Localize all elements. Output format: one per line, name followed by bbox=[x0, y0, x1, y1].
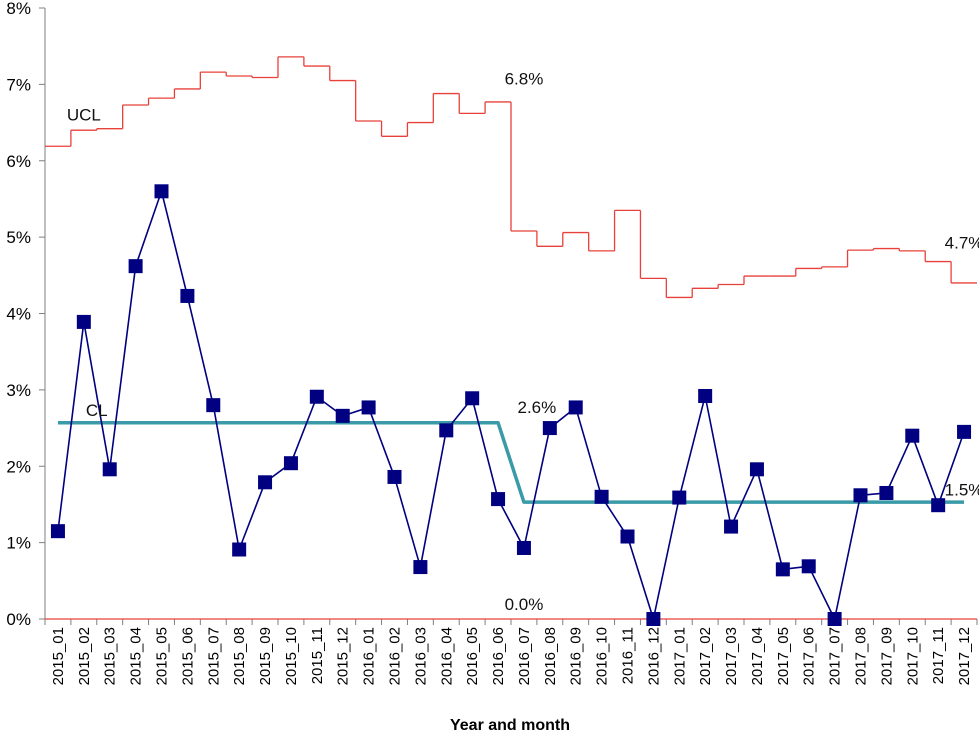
rate-line bbox=[57, 190, 965, 620]
cl-series bbox=[57, 420, 965, 504]
x-tick-label: 2017_06 bbox=[801, 627, 818, 685]
x-axis: 2015_01 2015_02 2015_03 2015_04 2015_05 2015_… bbox=[44, 618, 978, 685]
rate-point bbox=[905, 428, 920, 443]
rate-point bbox=[516, 540, 531, 555]
x-tick-label: 2015_06 bbox=[179, 627, 196, 685]
rate-point bbox=[102, 462, 117, 477]
x-tick-label: 2016_12 bbox=[645, 627, 662, 685]
x-tick-label: 2016_02 bbox=[387, 627, 404, 685]
annotation-label: 0.0% bbox=[505, 595, 544, 614]
y-axis: 0% 1% 2% 3% 4% 5% 6% 7% 8% bbox=[6, 0, 46, 629]
rate-point bbox=[283, 456, 298, 471]
rate-point bbox=[931, 498, 946, 513]
x-tick-label: 2017_09 bbox=[878, 627, 895, 685]
y-tick-label: 1% bbox=[6, 534, 31, 553]
rate-series bbox=[50, 184, 972, 626]
rate-point bbox=[775, 562, 790, 577]
rate-point bbox=[50, 524, 65, 539]
annotation-label: 4.7% bbox=[945, 234, 979, 253]
x-axis-title: Year and month bbox=[450, 717, 570, 734]
x-tick-label: 2015_05 bbox=[154, 627, 171, 685]
x-tick-label: 2017_03 bbox=[723, 627, 740, 685]
y-tick-label: 2% bbox=[6, 457, 31, 476]
rate-point bbox=[465, 391, 480, 406]
annotation-label: 6.8% bbox=[505, 69, 544, 88]
y-tick-label: 6% bbox=[6, 152, 31, 171]
x-tick-label: 2015_07 bbox=[205, 627, 222, 685]
x-tick-label: 2016_11 bbox=[620, 627, 637, 684]
x-tick-label: 2017_04 bbox=[749, 627, 766, 685]
rate-point bbox=[801, 559, 816, 574]
rate-point bbox=[206, 398, 221, 413]
x-tick-label: 2016_04 bbox=[438, 627, 455, 685]
annotation-layer: UCL 6.8% 4.7% CL 2.6% 1.5% 0.0% bbox=[67, 69, 979, 613]
x-tick-label: 2017_11 bbox=[930, 627, 947, 684]
annotation-label: 2.6% bbox=[518, 398, 557, 417]
y-tick-label: 7% bbox=[6, 75, 31, 94]
annotation-label: UCL bbox=[67, 105, 101, 124]
x-tick-label: 2016_01 bbox=[361, 627, 378, 685]
y-tick-label: 8% bbox=[6, 0, 31, 18]
rate-point bbox=[594, 489, 609, 504]
rate-point bbox=[698, 388, 713, 403]
y-tick-label: 3% bbox=[6, 381, 31, 400]
x-tick-label: 2016_05 bbox=[464, 627, 481, 685]
rate-point bbox=[361, 400, 376, 415]
ucl-series bbox=[45, 56, 977, 299]
series-layer bbox=[45, 56, 977, 626]
x-tick-label: 2015_10 bbox=[283, 627, 300, 685]
x-tick-label: 2016_06 bbox=[490, 627, 507, 685]
rate-point bbox=[749, 462, 764, 477]
rate-point bbox=[232, 542, 247, 557]
annotation-label: CL bbox=[86, 401, 108, 420]
x-tick-label: 2017_01 bbox=[671, 627, 688, 685]
x-tick-label: 2016_09 bbox=[568, 627, 585, 685]
rate-point bbox=[672, 490, 687, 505]
rate-point bbox=[180, 288, 195, 303]
x-tick-label: 2016_03 bbox=[412, 627, 429, 685]
x-tick-label: 2015_08 bbox=[231, 627, 248, 685]
x-tick-label: 2015_03 bbox=[102, 627, 119, 685]
rate-point bbox=[491, 492, 506, 507]
x-tick-label: 2017_05 bbox=[775, 627, 792, 685]
rate-point bbox=[413, 560, 428, 575]
x-tick-label: 2015_04 bbox=[128, 627, 145, 685]
rate-point bbox=[879, 485, 894, 500]
rate-point bbox=[387, 469, 402, 484]
rate-point bbox=[309, 389, 324, 404]
rate-point bbox=[76, 314, 91, 329]
rate-point bbox=[568, 400, 583, 415]
x-tick-label: 2015_12 bbox=[335, 627, 352, 685]
rate-point bbox=[128, 259, 143, 274]
x-tick-label: 2015_02 bbox=[76, 627, 93, 685]
x-tick-label: 2017_12 bbox=[956, 627, 973, 685]
x-tick-label: 2017_02 bbox=[697, 627, 714, 685]
rate-point bbox=[620, 529, 635, 544]
y-tick-label: 0% bbox=[6, 610, 31, 629]
rate-point bbox=[542, 421, 557, 436]
x-tick-label: 2015_09 bbox=[257, 627, 274, 685]
x-tick-label: 2015_01 bbox=[50, 627, 67, 685]
cl-line bbox=[57, 420, 965, 504]
x-tick-label: 2017_08 bbox=[853, 627, 870, 685]
x-tick-label: 2016_08 bbox=[542, 627, 559, 685]
y-tick-label: 5% bbox=[6, 228, 31, 247]
rate-point bbox=[724, 519, 739, 534]
y-tick-label: 4% bbox=[6, 305, 31, 324]
x-tick-label: 2015_11 bbox=[309, 627, 326, 684]
rate-point bbox=[439, 423, 454, 438]
rate-point bbox=[957, 424, 972, 439]
rate-point bbox=[646, 612, 661, 626]
rate-point bbox=[258, 475, 273, 490]
x-tick-label: 2016_07 bbox=[516, 627, 533, 685]
x-tick-label: 2017_07 bbox=[827, 627, 844, 685]
rate-point bbox=[827, 612, 842, 626]
x-tick-label: 2016_10 bbox=[594, 627, 611, 685]
rate-point bbox=[335, 408, 350, 423]
rate-point bbox=[154, 184, 169, 199]
x-tick-label: 2017_10 bbox=[904, 627, 921, 685]
annotation-label: 1.5% bbox=[945, 480, 979, 499]
rate-point bbox=[853, 488, 868, 503]
